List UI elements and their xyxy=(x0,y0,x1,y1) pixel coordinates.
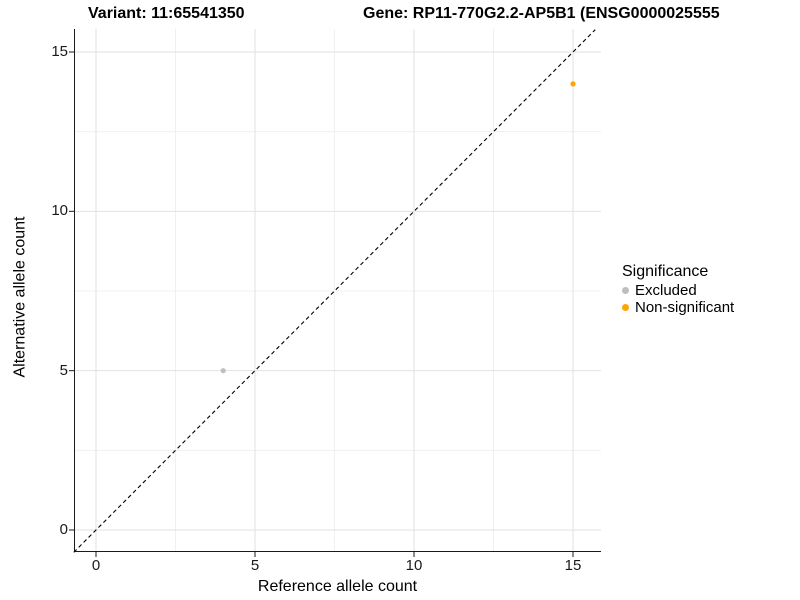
legend-items: Excluded Non-significant xyxy=(622,282,734,316)
plot-canvas xyxy=(69,29,601,557)
legend-item-label: Non-significant xyxy=(635,299,735,316)
x-tick-label: 5 xyxy=(250,557,260,574)
y-tick-label: 0 xyxy=(59,521,68,538)
legend: Significance Excluded Non-significant xyxy=(622,262,734,316)
x-axis-title: Reference allele count xyxy=(257,578,418,595)
legend-key-dot-icon xyxy=(622,287,629,294)
data-point-excluded xyxy=(220,368,226,374)
legend-item-excluded: Excluded xyxy=(622,282,734,299)
y-tick-label: 15 xyxy=(51,42,68,60)
legend-item-non-significant: Non-significant xyxy=(622,299,734,316)
y-tick-label: 10 xyxy=(51,202,68,220)
legend-title: Significance xyxy=(622,263,709,280)
plot-title-gene: Gene: RP11-770G2.2-AP5B1 (ENSG0000025555 xyxy=(363,5,720,22)
legend-key-dot-icon xyxy=(622,304,629,311)
y-axis-title: Alternative allele count xyxy=(11,216,29,378)
data-point-non-significant xyxy=(570,81,576,87)
plot-title-variant: Variant: 11:65541350 xyxy=(88,5,245,22)
legend-item-label: Excluded xyxy=(635,282,697,299)
y-tick-label: 5 xyxy=(59,361,68,379)
x-tick-label: 15 xyxy=(564,557,582,574)
plot-panel xyxy=(69,29,601,557)
x-tick-label: 10 xyxy=(405,557,423,574)
x-tick-label: 0 xyxy=(91,557,101,574)
